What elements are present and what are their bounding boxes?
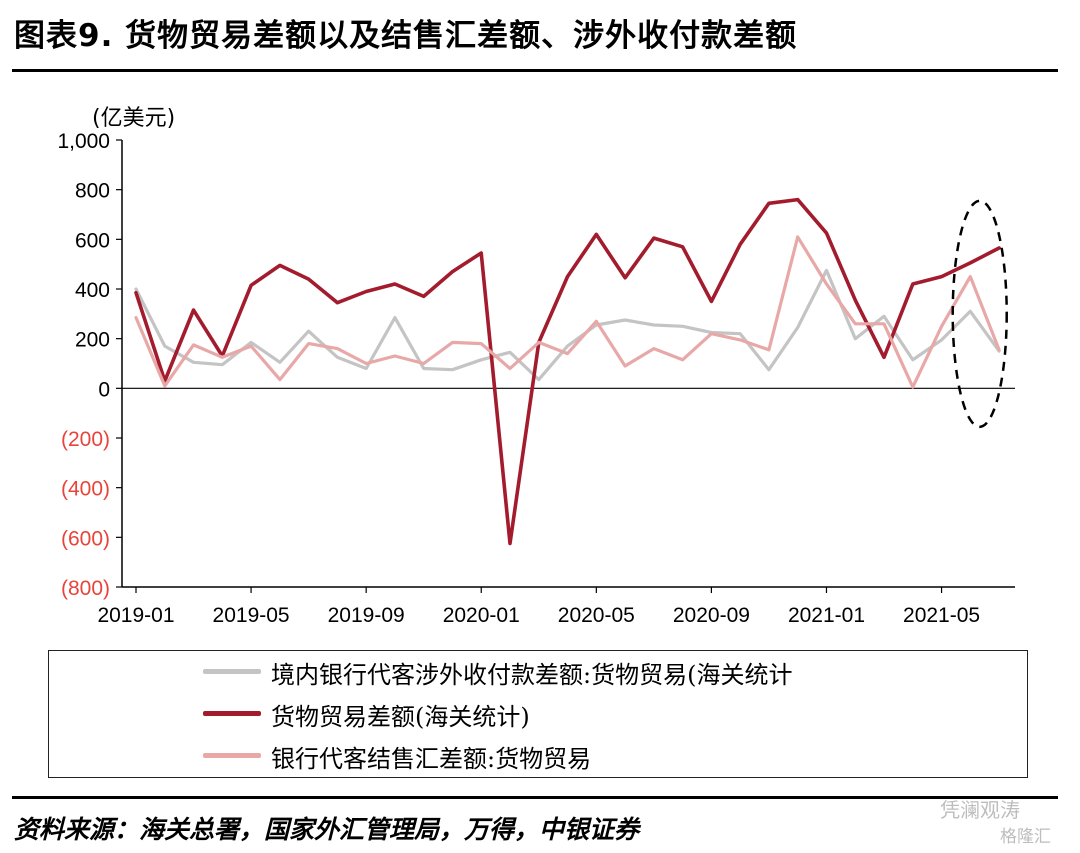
y-tick-label: 600 [75, 229, 110, 252]
y-tick-label: 200 [75, 329, 110, 352]
y-tick-label: (600) [61, 527, 110, 550]
series-line [134, 235, 1001, 389]
x-tick-label: 2021-05 [903, 604, 980, 627]
y-unit-label: (亿美元) [92, 106, 175, 131]
x-tick-label: 2020-01 [443, 604, 520, 627]
y-tick-label: (400) [61, 478, 110, 501]
legend-label: 银行代客结售汇差额:货物贸易 [271, 745, 592, 773]
x-tick-label: 2020-05 [558, 604, 635, 627]
legend-swatch [203, 753, 261, 758]
legend-swatch [203, 669, 261, 674]
y-tick-label: 800 [75, 180, 110, 203]
series-line [134, 197, 1001, 546]
x-tick-label: 2019-05 [213, 604, 290, 627]
watermark-line1: 凭澜观涛 [940, 798, 1020, 822]
series-lines [134, 197, 1001, 546]
y-tick-label: 400 [75, 279, 110, 302]
x-tick-label: 2021-01 [788, 604, 865, 627]
x-tick-label: 2019-01 [97, 604, 174, 627]
source-note: 资料来源：海关总署，国家外汇管理局，万得，中银证券 [14, 815, 640, 844]
y-tick-label: (800) [61, 577, 110, 600]
x-axis: 2019-01 2019-05 2019-09 2020-01 2020-05 2020-… [97, 387, 1015, 627]
x-tick-label: 2020-09 [673, 604, 750, 627]
source-rule [12, 796, 1058, 799]
series-line [134, 268, 1001, 382]
x-tick-label: 2019-09 [328, 604, 405, 627]
chart-title: 图表9. 货物贸易差额以及结售汇差额、涉外收付款差额 [14, 18, 798, 54]
annotation-group [951, 199, 1008, 429]
watermark-line2: 格隆汇 [1000, 827, 1051, 847]
legend-label: 货物贸易差额(海关统计) [271, 703, 530, 731]
line-chart: 1,000 800 600 400 200 0 (200) (400) (600) (800) 2… [57, 106, 1015, 627]
y-tick-label: (200) [61, 428, 110, 451]
y-tick-label: 0 [98, 378, 110, 401]
legend-label: 境内银行代客涉外收付款差额:货物贸易(海关统计 [271, 661, 793, 689]
chart-legend: 境内银行代客涉外收付款差额:货物贸易(海关统计 货物贸易差额(海关统计) 银行代… [48, 650, 1028, 778]
title-rule [12, 69, 1058, 72]
highlight-ellipse [951, 199, 1008, 429]
watermark: 凭澜观涛 格隆汇 [892, 792, 1072, 850]
legend-swatch [203, 711, 261, 716]
y-tick-label: 1,000 [57, 130, 110, 153]
y-axis: 1,000 800 600 400 200 0 (200) (400) (600) (800) [57, 130, 123, 600]
